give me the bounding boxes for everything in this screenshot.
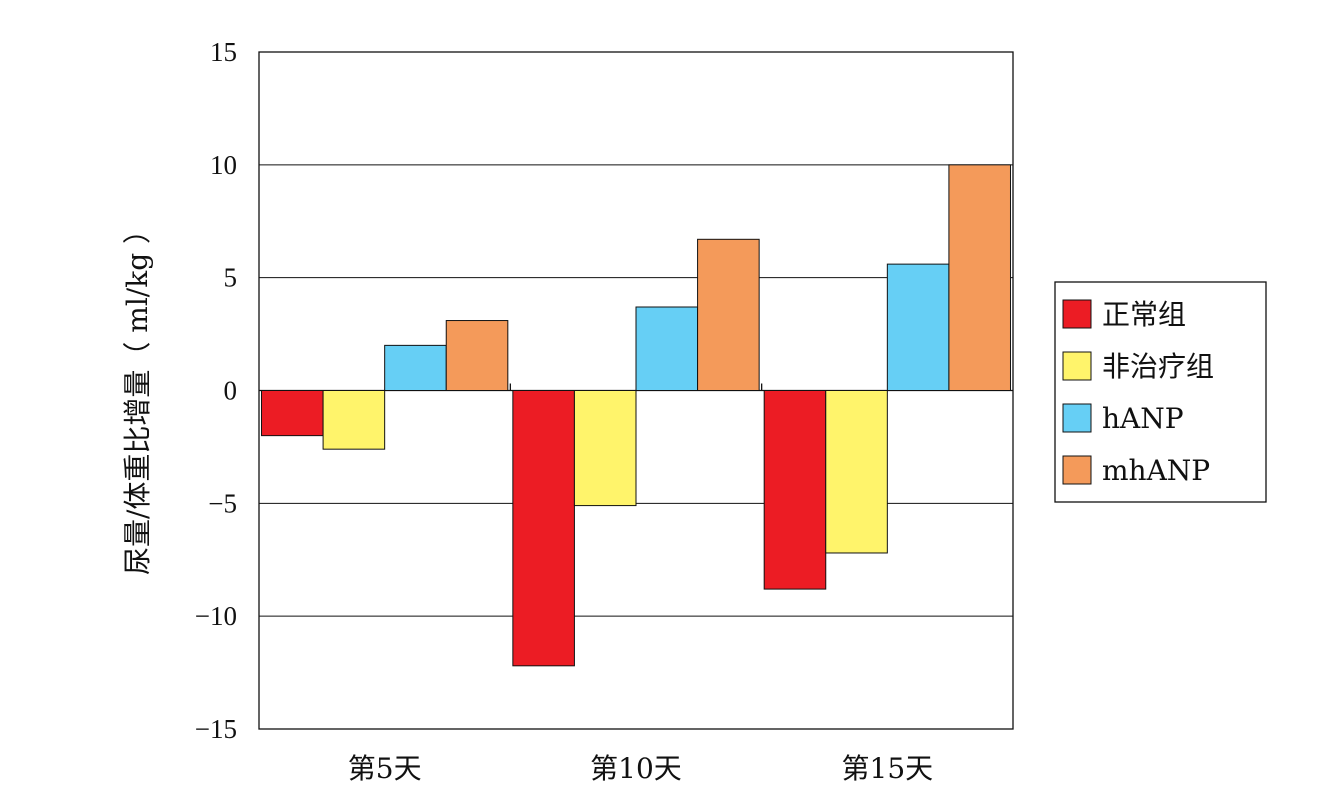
legend-swatch (1062, 455, 1092, 485)
x-category-label: 第5天 (348, 752, 422, 785)
bar (445, 320, 509, 391)
bar (384, 344, 447, 392)
y-tick-label: −15 (195, 714, 237, 744)
bar (261, 390, 324, 437)
legend-label: mhANP (1102, 454, 1210, 487)
x-category-label: 第10天 (590, 752, 682, 785)
y-tick-label: 10 (210, 150, 237, 180)
y-tick-label: −5 (208, 488, 237, 518)
bar (825, 390, 888, 554)
y-tick-label: −10 (195, 601, 237, 631)
legend-label: 正常组 (1102, 298, 1186, 331)
bar (886, 263, 950, 392)
bar (763, 390, 827, 590)
legend-label: hANP (1102, 402, 1184, 435)
bar (697, 238, 760, 391)
bar (635, 306, 699, 391)
y-tick-label: 5 (224, 263, 238, 293)
category-tick-marks (509, 383, 763, 391)
x-category-label: 第15天 (842, 752, 934, 785)
bars (261, 164, 1011, 667)
y-axis-tick-labels: 15 10 5 0 −5 −10 −15 (195, 37, 237, 744)
y-tick-label: 0 (224, 376, 238, 406)
y-tick-label: 15 (210, 37, 237, 67)
legend-swatch (1062, 299, 1092, 329)
bar (948, 164, 1011, 391)
y-axis-label: 尿量/体重比增量（ ml/kg ） (121, 216, 154, 575)
legend-label: 非治疗组 (1102, 350, 1214, 383)
legend-swatch (1062, 351, 1092, 381)
x-axis-category-labels: 第5天 第10天 第15天 (348, 752, 933, 785)
legend-swatch (1062, 403, 1092, 433)
bar (573, 390, 637, 507)
bar (322, 390, 386, 450)
bar (512, 390, 575, 667)
